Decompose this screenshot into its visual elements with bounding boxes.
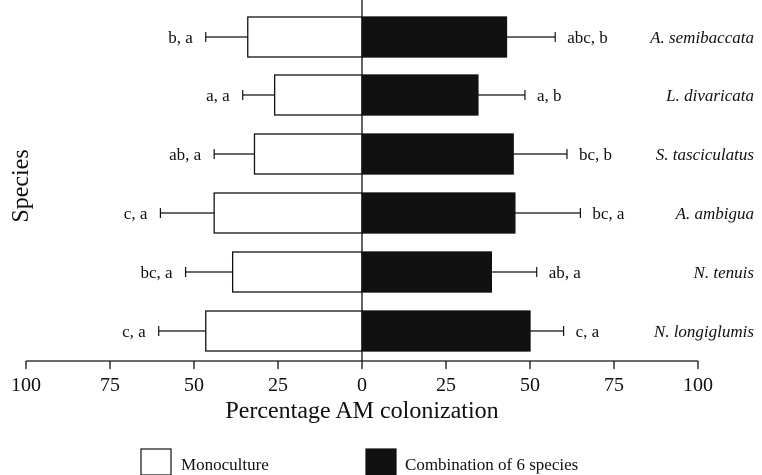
legend-label-combination: Combination of 6 species bbox=[405, 455, 578, 474]
legend-swatch-combination bbox=[365, 448, 397, 475]
species-label: A. ambigua bbox=[675, 204, 754, 223]
x-tick-label: 0 bbox=[357, 374, 367, 396]
annotation-monoculture: b, a bbox=[168, 28, 193, 47]
annotation-monoculture: bc, a bbox=[141, 263, 174, 282]
labels-layer: b, a abc, b A. semibaccata a, a a, b L. divar… bbox=[122, 28, 754, 341]
bar-combination bbox=[361, 192, 516, 234]
bar-monoculture bbox=[213, 192, 363, 234]
annotation-combination: abc, b bbox=[567, 28, 608, 47]
annotation-combination: ab, a bbox=[549, 263, 582, 282]
bars-layer bbox=[158, 16, 582, 352]
species-label: L. divaricata bbox=[665, 86, 754, 105]
x-tick-label: 75 bbox=[100, 374, 120, 396]
x-tick-label: 75 bbox=[604, 374, 624, 396]
bar-combination bbox=[361, 133, 514, 175]
species-label: S. tasciculatus bbox=[656, 145, 755, 164]
species-label: N. tenuis bbox=[693, 263, 755, 282]
annotation-monoculture: c, a bbox=[124, 204, 148, 223]
bar-monoculture bbox=[247, 16, 363, 58]
bar-monoculture bbox=[231, 251, 363, 293]
bar-monoculture bbox=[253, 133, 363, 175]
annotation-monoculture: a, a bbox=[206, 86, 230, 105]
axes-layer: 100 75 50 25 0 25 50 75 100 bbox=[11, 0, 713, 396]
legend-swatch-monoculture bbox=[140, 448, 172, 475]
bar-combination bbox=[361, 74, 479, 116]
bar-monoculture bbox=[273, 74, 363, 116]
x-tick-label: 100 bbox=[683, 374, 713, 396]
bar-monoculture bbox=[205, 310, 363, 352]
x-tick-label: 25 bbox=[436, 374, 456, 396]
annotation-monoculture: ab, a bbox=[169, 145, 202, 164]
x-tick-label: 50 bbox=[520, 374, 540, 396]
species-label: A. semibaccata bbox=[649, 28, 754, 47]
y-axis-title: Species bbox=[8, 149, 34, 222]
species-label: N. longiglumis bbox=[653, 322, 755, 341]
x-tick-label: 25 bbox=[268, 374, 288, 396]
annotation-monoculture: c, a bbox=[122, 322, 146, 341]
bar-combination bbox=[361, 16, 508, 58]
bar-combination bbox=[361, 310, 531, 352]
legend-label-monoculture: Monoculture bbox=[181, 455, 269, 474]
x-tick-label: 50 bbox=[184, 374, 204, 396]
legend: Monoculture Combination of 6 species bbox=[140, 448, 578, 475]
annotation-combination: c, a bbox=[576, 322, 600, 341]
bar-combination bbox=[361, 251, 493, 293]
annotation-combination: a, b bbox=[537, 86, 562, 105]
annotation-combination: bc, b bbox=[579, 145, 612, 164]
x-tick-label: 100 bbox=[11, 374, 41, 396]
annotation-combination: bc, a bbox=[592, 204, 625, 223]
x-axis-title: Percentage AM colonization bbox=[225, 398, 498, 424]
